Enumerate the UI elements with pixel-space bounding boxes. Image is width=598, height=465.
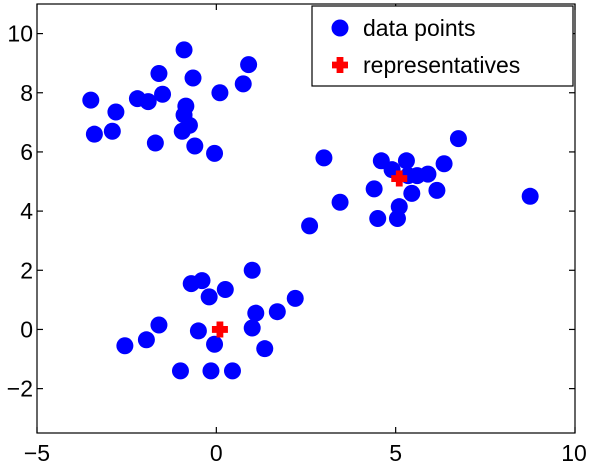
y-tick-label: 10 [7,21,33,47]
data-point [137,331,155,349]
data-point [331,193,349,211]
data-point [186,137,204,155]
data-point [184,69,202,87]
data-point [256,340,274,358]
data-point [286,289,304,307]
legend-circle-icon [331,19,349,37]
data-point [206,144,224,162]
data-point [449,130,467,148]
data-point [390,198,408,216]
y-tick-label: 6 [20,139,33,165]
data-point [206,335,224,353]
x-tick-label: 10 [561,440,587,465]
data-point [103,122,121,140]
representatives-layer [211,170,408,338]
data-point [146,134,164,152]
legend-marker-data-points [331,19,349,37]
y-tick-label: 8 [20,80,33,106]
x-tick-label: −5 [24,440,50,465]
data-point [397,152,415,170]
data-point [419,165,437,183]
data-point [301,217,319,235]
data-point [107,103,125,121]
data-point [369,210,387,227]
data-point [150,316,168,334]
x-tick-labels: −5 0 5 10 [24,440,587,465]
y-tick-label: 0 [20,316,33,342]
data-point [403,184,421,202]
data-point [211,84,229,102]
data-point [234,75,252,93]
data-point [193,272,211,290]
data-point [189,322,207,340]
data-point [150,65,168,83]
data-point [243,261,261,279]
representative-point [211,321,228,338]
x-tick-label: 5 [389,440,402,465]
data-point [154,85,172,103]
data-point [243,319,261,337]
y-tick-labels: −2 0 2 4 6 8 10 [7,21,33,402]
data-points-layer [82,41,539,380]
legend-label-data-points: data points [363,15,476,41]
y-tick-label: 2 [20,257,33,283]
data-point [116,337,134,355]
axes-frame [36,3,576,434]
data-point [216,281,234,299]
data-point [200,288,218,306]
data-point [521,187,539,205]
data-point [82,91,100,109]
data-point [435,155,453,173]
legend-marker-representatives [332,57,348,73]
data-point [139,93,157,111]
data-point [247,304,265,322]
legend-label-representatives: representatives [363,52,520,78]
data-point [315,149,333,167]
data-point [365,180,383,198]
legend: data points representatives [311,5,574,87]
data-point [180,116,198,134]
data-point [85,125,103,143]
data-point [428,181,446,199]
y-tick-label: −2 [7,376,33,402]
data-point [171,362,189,380]
data-point [202,362,220,380]
data-point [175,41,193,59]
legend-box [311,5,574,87]
data-point [223,362,241,380]
x-tick-label: 0 [210,440,223,465]
legend-plus-icon [332,57,348,73]
representative-point [391,170,408,187]
y-tick-label: 4 [20,198,33,224]
data-point [268,303,286,321]
data-point [240,56,258,74]
